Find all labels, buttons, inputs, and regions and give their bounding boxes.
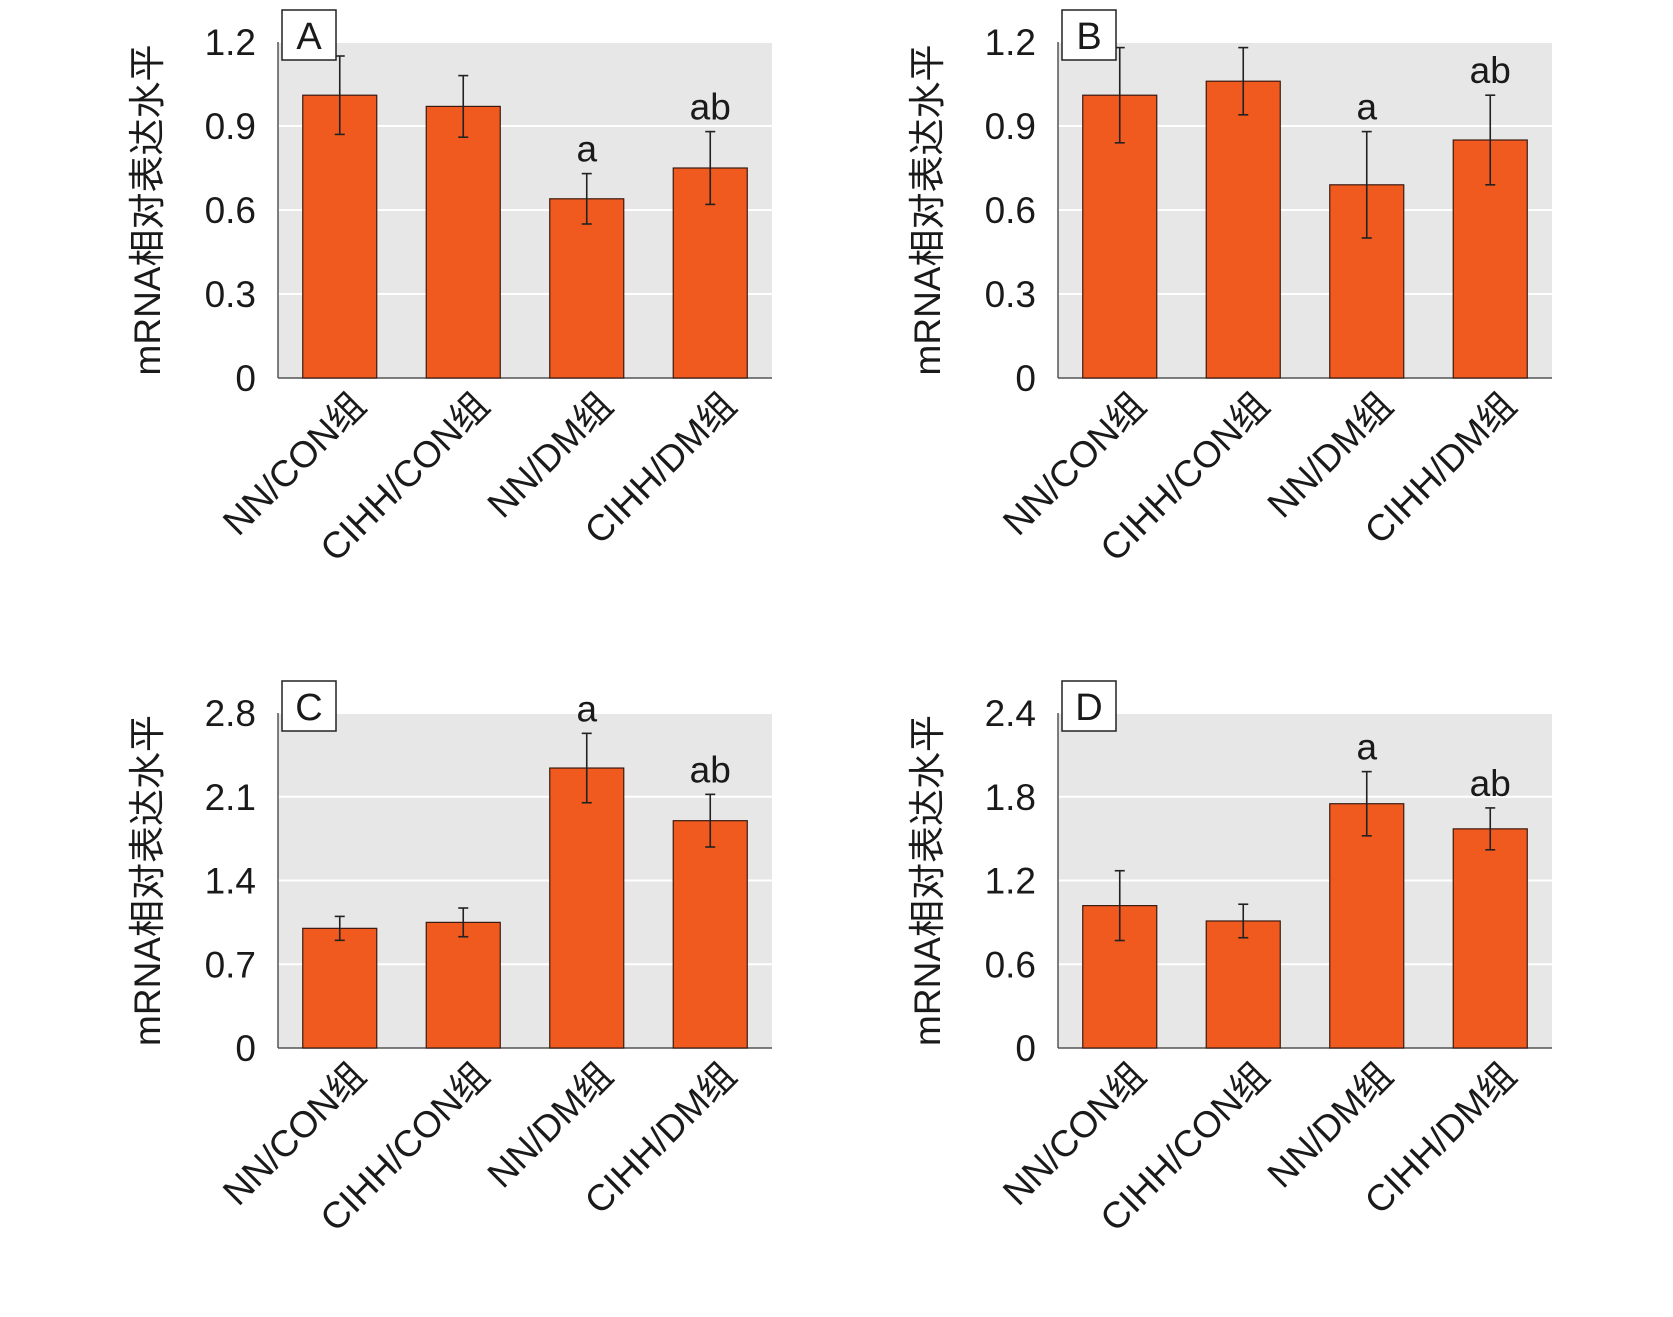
y-tick-label: 2.4 — [985, 693, 1036, 734]
y-tick-label: 1.2 — [205, 22, 256, 63]
significance-label: a — [576, 129, 597, 170]
panel-label-box — [1061, 680, 1117, 732]
bar — [302, 94, 378, 379]
y-tick-label: 0.7 — [205, 944, 256, 985]
bar — [672, 820, 748, 1049]
chart-panel-c: 00.71.42.12.8mRNA相对表达水平NN/CON组CIHH/CON组a… — [127, 680, 772, 1239]
significance-label: ab — [1470, 50, 1511, 91]
y-tick-label: 2.8 — [205, 693, 256, 734]
bar — [549, 198, 625, 379]
y-tick-label: 0 — [235, 1028, 256, 1069]
bar — [1205, 920, 1281, 1049]
chart-panel-a: 00.30.60.91.2mRNA相对表达水平NN/CON组CIHH/CON组a… — [127, 9, 772, 569]
y-tick-label: 0.3 — [985, 274, 1036, 315]
y-tick-label: 1.2 — [985, 861, 1036, 902]
y-tick-label: 1.8 — [985, 777, 1036, 818]
y-axis-title: mRNA相对表达水平 — [127, 45, 168, 376]
bar — [1452, 828, 1528, 1049]
panel-label-box — [1061, 9, 1117, 61]
significance-label: a — [576, 688, 597, 729]
y-axis-title: mRNA相对表达水平 — [907, 45, 948, 376]
y-tick-label: 0.3 — [205, 274, 256, 315]
panel-label: B — [1076, 16, 1101, 58]
panel-label-box — [281, 9, 337, 61]
chart-panel-b: 00.30.60.91.2mRNA相对表达水平NN/CON组CIHH/CON组a… — [907, 9, 1552, 569]
significance-label: ab — [690, 87, 731, 128]
y-tick-label: 0.6 — [985, 944, 1036, 985]
bar — [425, 105, 501, 379]
y-tick-label: 0 — [1015, 358, 1036, 399]
significance-label: a — [1356, 87, 1377, 128]
y-axis-title: mRNA相对表达水平 — [127, 715, 168, 1046]
bar — [549, 767, 625, 1049]
panel-label-box — [281, 680, 337, 732]
bar — [302, 927, 378, 1049]
significance-label: ab — [1470, 763, 1511, 804]
y-axis-title: mRNA相对表达水平 — [907, 715, 948, 1046]
significance-label: ab — [690, 749, 731, 790]
bar — [425, 921, 501, 1049]
chart-panel-d: 00.61.21.82.4mRNA相对表达水平NN/CON组CIHH/CON组a… — [907, 680, 1552, 1239]
panel-label: C — [295, 687, 322, 729]
y-tick-label: 0.6 — [205, 190, 256, 231]
y-tick-label: 1.4 — [205, 861, 256, 902]
y-tick-label: 0.9 — [205, 106, 256, 147]
y-tick-label: 0 — [235, 358, 256, 399]
y-tick-label: 0.9 — [985, 106, 1036, 147]
y-tick-label: 0.6 — [985, 190, 1036, 231]
y-tick-label: 0 — [1015, 1028, 1036, 1069]
panel-label: A — [296, 16, 322, 58]
significance-label: a — [1356, 727, 1377, 768]
panel-label: D — [1075, 687, 1102, 729]
y-tick-label: 1.2 — [985, 22, 1036, 63]
bar — [1329, 803, 1405, 1049]
y-tick-label: 2.1 — [205, 777, 256, 818]
bar — [1205, 80, 1281, 379]
